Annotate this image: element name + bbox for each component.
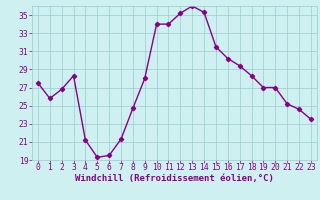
X-axis label: Windchill (Refroidissement éolien,°C): Windchill (Refroidissement éolien,°C)	[75, 174, 274, 183]
